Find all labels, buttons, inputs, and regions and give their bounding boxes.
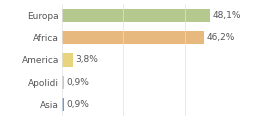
Text: 48,1%: 48,1% <box>212 11 241 20</box>
Text: 3,8%: 3,8% <box>76 55 99 64</box>
Text: 0,9%: 0,9% <box>67 78 90 87</box>
Bar <box>62 53 73 67</box>
Bar <box>62 98 64 111</box>
Text: 46,2%: 46,2% <box>206 33 235 42</box>
Text: 0,9%: 0,9% <box>67 100 90 109</box>
Bar <box>62 9 210 22</box>
Bar <box>62 31 204 44</box>
Bar <box>62 76 64 89</box>
